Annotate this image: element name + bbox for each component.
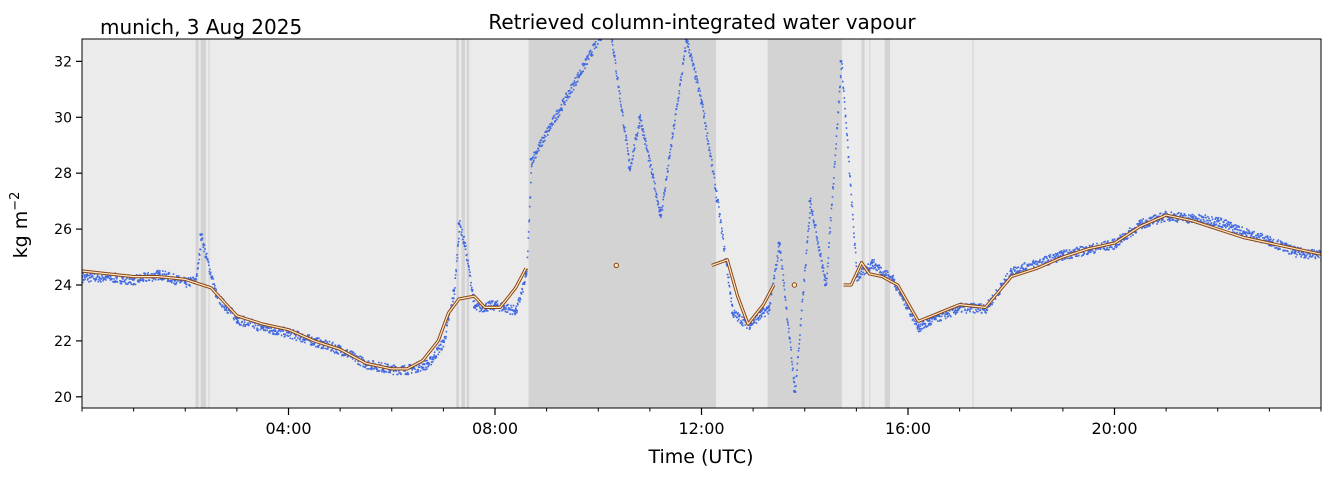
data-point	[731, 311, 734, 315]
data-point	[441, 339, 445, 343]
cloud-period	[200, 39, 206, 408]
data-point	[493, 303, 497, 306]
data-point	[452, 289, 456, 292]
cloud-period	[869, 39, 871, 408]
cloud-period	[461, 39, 466, 408]
smooth-point	[791, 282, 798, 288]
smoothed-series	[82, 213, 1321, 371]
data-point	[793, 389, 796, 393]
cloud-period	[466, 39, 470, 408]
y-tick-label: 26	[54, 222, 72, 238]
x-tick-label: 08:00	[472, 419, 518, 438]
cloud-period	[195, 39, 199, 408]
data-point	[1267, 238, 1271, 242]
data-point	[937, 314, 941, 318]
x-axis-label: Time (UTC)	[647, 446, 753, 468]
cloud-period	[767, 39, 842, 408]
data-point	[183, 280, 187, 284]
chart-title: Retrieved column-integrated water vapour	[488, 10, 916, 34]
data-point	[916, 325, 920, 329]
data-point	[106, 275, 110, 279]
x-axis: 04:00 08:00 12:00 16:00 20:00	[81, 408, 1322, 438]
data-point	[700, 101, 703, 105]
y-axis: 20 22 24 26 28 30 32	[54, 54, 82, 406]
data-point	[658, 213, 662, 217]
data-point	[808, 199, 812, 203]
data-point	[715, 199, 719, 203]
data-point	[777, 241, 781, 245]
data-point	[627, 166, 631, 169]
data-point	[514, 308, 518, 312]
data-point	[199, 233, 203, 237]
data-point	[132, 278, 136, 281]
data-point	[1293, 250, 1297, 253]
cloud-period	[884, 39, 890, 408]
data-point	[1009, 269, 1013, 273]
y-tick-label: 28	[54, 166, 72, 182]
data-point	[426, 361, 430, 365]
cloud-period	[972, 39, 974, 408]
data-point	[870, 261, 874, 265]
cloud-period	[861, 39, 865, 408]
smooth-line	[711, 259, 775, 325]
data-point	[287, 331, 290, 334]
x-tick-label: 16:00	[885, 419, 931, 438]
x-tick-label: 20:00	[1091, 419, 1137, 438]
location-label: munich, 3 Aug 2025	[100, 15, 302, 39]
data-point	[158, 272, 161, 276]
cloud-period	[528, 39, 716, 408]
data-point	[1242, 230, 1245, 234]
data-point	[524, 272, 528, 276]
y-axis-label: kg m−2	[8, 192, 32, 259]
data-point	[824, 283, 827, 287]
x-tick-label: 04:00	[265, 419, 311, 438]
smooth-line	[843, 214, 1321, 322]
cloud-period	[208, 39, 210, 408]
y-tick-label: 30	[54, 110, 72, 126]
data-point	[1138, 222, 1142, 225]
data-point	[958, 305, 962, 309]
x-tick-label: 12:00	[678, 419, 724, 438]
data-point	[839, 59, 843, 63]
data-point	[638, 115, 641, 119]
data-point	[472, 305, 476, 309]
data-point	[261, 325, 265, 329]
data-point	[194, 278, 197, 281]
smooth-point	[613, 262, 620, 269]
y-tick-label: 20	[54, 390, 72, 406]
data-point	[767, 305, 771, 309]
data-point	[1216, 219, 1220, 223]
y-tick-label: 24	[54, 278, 72, 294]
data-point	[1061, 252, 1065, 256]
data-point	[457, 222, 461, 225]
smooth-line	[82, 267, 527, 370]
y-tick-label: 22	[54, 334, 72, 350]
data-point	[235, 317, 239, 320]
data-point	[462, 241, 466, 245]
data-point	[204, 255, 208, 259]
y-tick-label: 32	[54, 54, 72, 70]
cloud-periods	[195, 39, 974, 408]
data-point	[529, 157, 533, 161]
